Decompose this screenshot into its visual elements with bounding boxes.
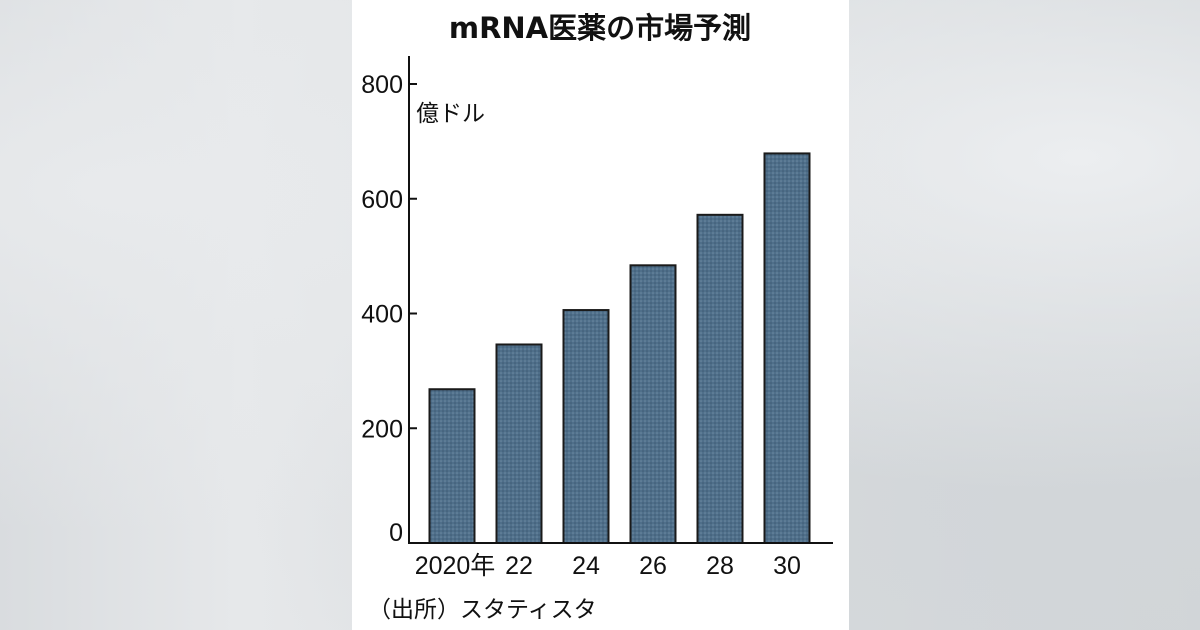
bar: [763, 152, 811, 545]
y-tick-label: 400: [361, 301, 403, 329]
source-note: （出所）スタティスタ: [368, 597, 597, 623]
chart-title: mRNA医薬の市場予測: [449, 11, 751, 45]
y-tick-label: 800: [361, 71, 403, 99]
bar: [495, 343, 543, 545]
x-tick-label: 26: [639, 552, 667, 580]
bars: [428, 152, 811, 545]
x-tick-label: 28: [706, 552, 734, 580]
x-tick-label: 22: [505, 552, 533, 580]
x-axis-ticks: 2020年 22 24 26 28 30: [415, 552, 801, 580]
bar: [428, 388, 476, 544]
y-tick-label: 200: [361, 415, 403, 443]
y-tick-label: 0: [389, 519, 403, 547]
bar: [629, 264, 677, 544]
x-tick-label: 2020年: [415, 552, 496, 580]
bar: [696, 213, 744, 544]
y-axis-ticks: 0 200 400 600 800: [361, 71, 417, 547]
y-tick-label: 600: [361, 186, 403, 214]
y-axis-unit-label: 億ドル: [416, 101, 485, 127]
x-tick-label: 30: [773, 552, 801, 580]
bar: [562, 309, 610, 544]
x-tick-label: 24: [572, 552, 600, 580]
